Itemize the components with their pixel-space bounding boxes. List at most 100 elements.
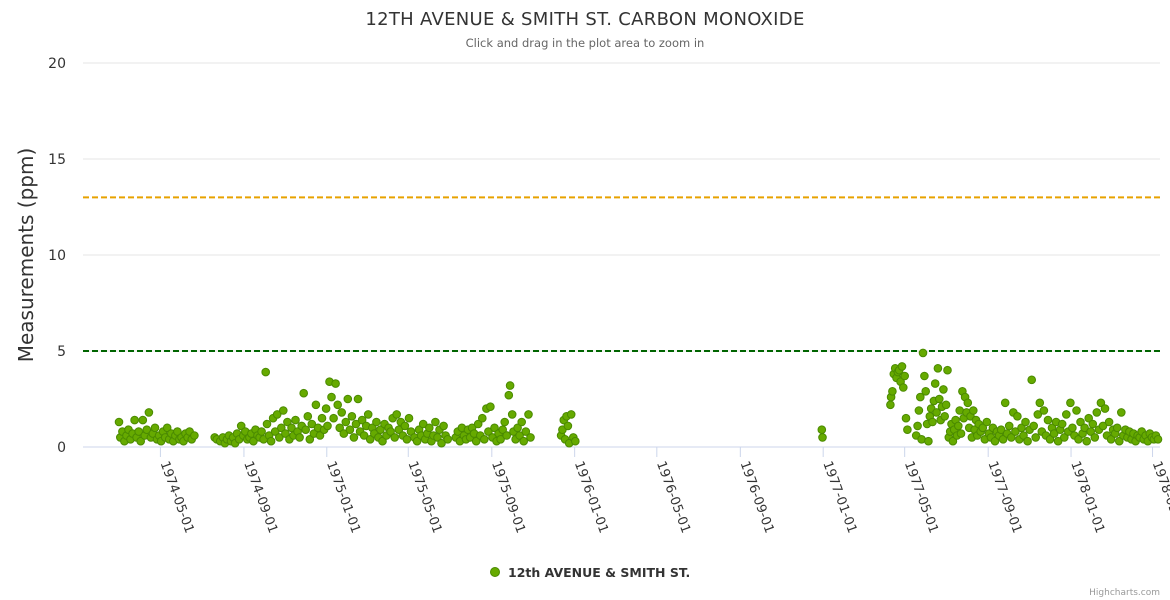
- data-point[interactable]: [404, 413, 414, 423]
- data-point[interactable]: [275, 433, 284, 442]
- data-point[interactable]: [363, 410, 373, 419]
- data-point[interactable]: [990, 436, 1000, 446]
- data-point[interactable]: [386, 427, 395, 436]
- data-point[interactable]: [1072, 406, 1081, 415]
- legend-marker[interactable]: [490, 567, 500, 577]
- data-point[interactable]: [978, 423, 988, 433]
- data-point[interactable]: [473, 419, 483, 429]
- data-point[interactable]: [1100, 404, 1110, 413]
- data-point[interactable]: [351, 419, 361, 429]
- data-point[interactable]: [1033, 410, 1043, 419]
- data-point[interactable]: [299, 388, 309, 398]
- data-point[interactable]: [357, 415, 367, 425]
- data-point[interactable]: [935, 394, 944, 404]
- data-point[interactable]: [1011, 427, 1020, 436]
- data-point[interactable]: [443, 435, 453, 444]
- data-point[interactable]: [1092, 408, 1102, 417]
- data-point[interactable]: [943, 365, 952, 375]
- data-point[interactable]: [173, 427, 182, 436]
- data-point[interactable]: [418, 419, 428, 429]
- data-point[interactable]: [1035, 398, 1045, 408]
- data-point[interactable]: [505, 381, 515, 390]
- data-point[interactable]: [1090, 433, 1100, 442]
- data-point[interactable]: [270, 427, 280, 436]
- data-point[interactable]: [913, 421, 922, 431]
- data-point[interactable]: [1057, 419, 1067, 429]
- data-point[interactable]: [311, 400, 321, 410]
- data-point[interactable]: [897, 362, 907, 371]
- data-point[interactable]: [1029, 421, 1038, 431]
- data-point[interactable]: [515, 431, 524, 440]
- data-point[interactable]: [998, 435, 1008, 444]
- data-point[interactable]: [504, 390, 514, 400]
- data-point[interactable]: [1019, 431, 1028, 440]
- data-point[interactable]: [277, 423, 286, 433]
- data-point[interactable]: [933, 364, 943, 373]
- data-point[interactable]: [138, 415, 148, 425]
- data-point[interactable]: [928, 417, 937, 427]
- data-point[interactable]: [335, 423, 345, 433]
- data-point[interactable]: [1039, 406, 1049, 415]
- data-point[interactable]: [571, 436, 580, 446]
- data-point[interactable]: [347, 412, 357, 421]
- data-point[interactable]: [1096, 398, 1106, 408]
- data-point[interactable]: [390, 433, 400, 442]
- data-point[interactable]: [190, 431, 199, 440]
- data-point[interactable]: [921, 387, 931, 396]
- data-point[interactable]: [1115, 436, 1124, 446]
- data-point[interactable]: [1027, 375, 1036, 385]
- data-point[interactable]: [886, 400, 895, 410]
- data-point[interactable]: [394, 425, 404, 435]
- data-point[interactable]: [1049, 429, 1059, 438]
- data-point[interactable]: [400, 421, 410, 431]
- data-point[interactable]: [924, 436, 933, 446]
- data-point[interactable]: [1153, 435, 1163, 444]
- data-point[interactable]: [329, 413, 338, 423]
- data-point[interactable]: [517, 417, 527, 427]
- data-point[interactable]: [305, 435, 315, 444]
- data-point[interactable]: [345, 425, 355, 435]
- data-point[interactable]: [349, 433, 359, 442]
- data-point[interactable]: [291, 415, 300, 425]
- credits-link[interactable]: Highcharts.com: [1089, 588, 1160, 598]
- data-point[interactable]: [563, 421, 573, 431]
- data-point[interactable]: [930, 379, 940, 388]
- data-point[interactable]: [521, 427, 531, 436]
- data-point[interactable]: [526, 433, 535, 442]
- data-point[interactable]: [337, 408, 347, 417]
- data-point[interactable]: [899, 383, 908, 392]
- data-point[interactable]: [818, 433, 827, 442]
- data-point[interactable]: [566, 410, 576, 419]
- data-point[interactable]: [1082, 436, 1091, 446]
- data-point[interactable]: [507, 410, 517, 419]
- data-point[interactable]: [918, 348, 928, 358]
- data-point[interactable]: [262, 419, 272, 429]
- data-point[interactable]: [498, 425, 508, 435]
- data-point[interactable]: [496, 435, 505, 444]
- data-point[interactable]: [817, 425, 827, 435]
- data-point[interactable]: [963, 398, 973, 408]
- data-point[interactable]: [524, 410, 533, 419]
- data-point[interactable]: [378, 436, 387, 446]
- data-point[interactable]: [281, 429, 290, 438]
- data-point[interactable]: [1088, 419, 1098, 429]
- data-point[interactable]: [162, 423, 172, 433]
- data-point[interactable]: [142, 425, 152, 435]
- data-point[interactable]: [236, 421, 246, 431]
- data-point[interactable]: [303, 412, 313, 421]
- data-point[interactable]: [261, 367, 271, 377]
- data-point[interactable]: [1112, 423, 1122, 433]
- data-point[interactable]: [339, 429, 349, 438]
- data-point[interactable]: [144, 408, 154, 417]
- data-point[interactable]: [932, 408, 941, 417]
- data-point[interactable]: [376, 425, 385, 435]
- data-point[interactable]: [283, 417, 292, 427]
- data-point[interactable]: [486, 402, 495, 412]
- data-point[interactable]: [1000, 398, 1010, 408]
- data-point[interactable]: [903, 425, 912, 435]
- data-point[interactable]: [1076, 417, 1085, 427]
- data-point[interactable]: [484, 427, 493, 436]
- data-point[interactable]: [940, 412, 950, 421]
- data-point[interactable]: [1007, 433, 1016, 442]
- data-point[interactable]: [1053, 436, 1063, 446]
